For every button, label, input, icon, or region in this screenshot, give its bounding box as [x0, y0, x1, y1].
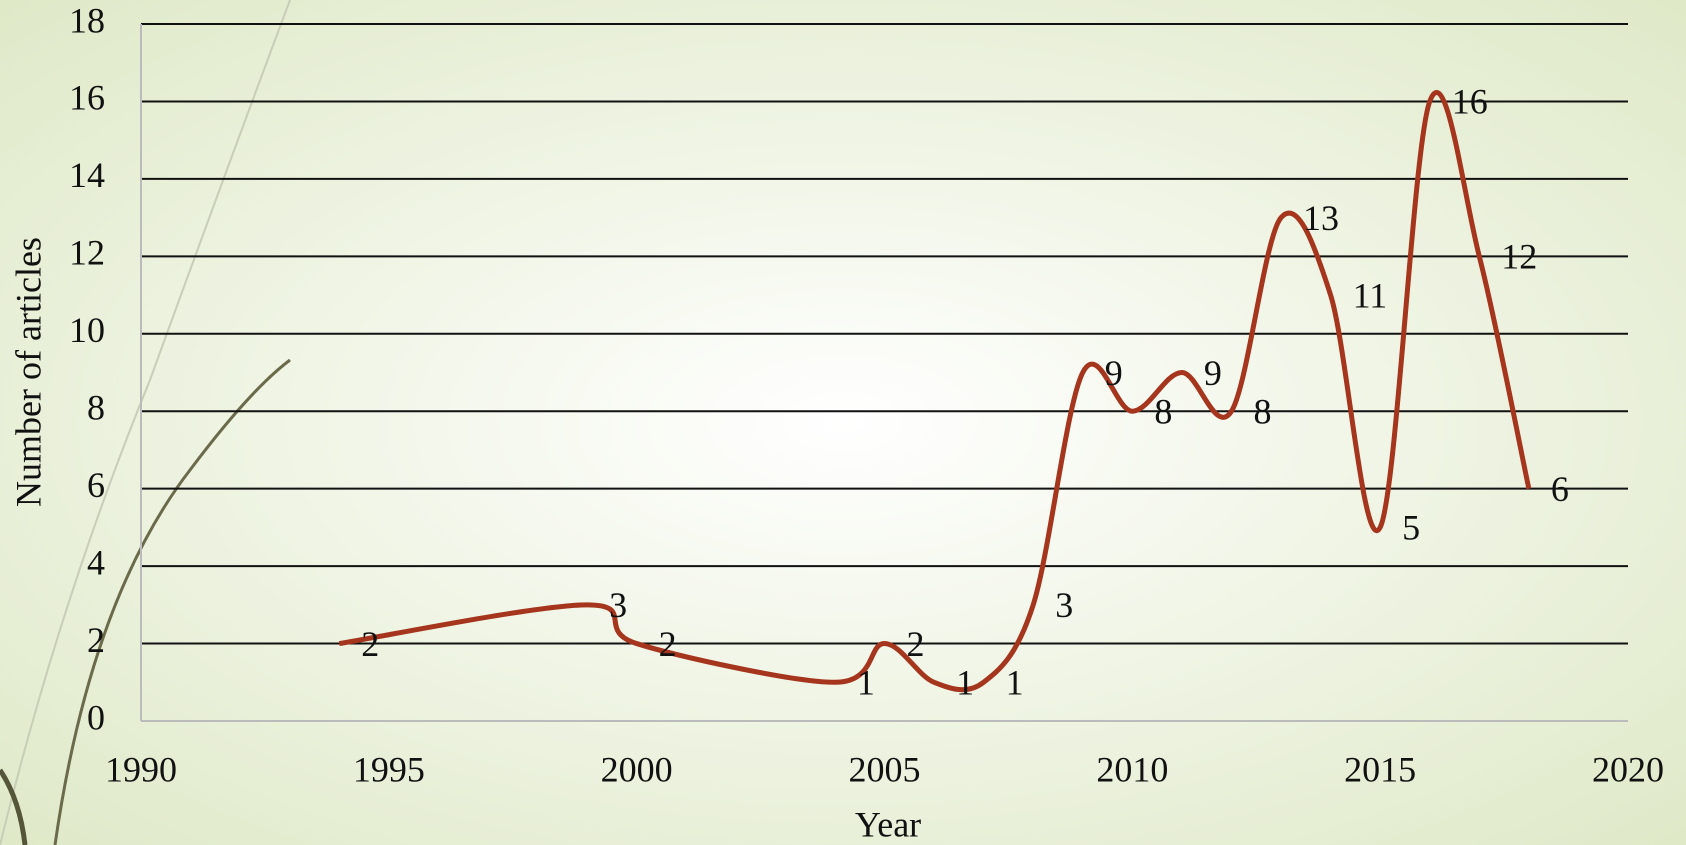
y-tick-label: 0	[87, 697, 105, 737]
data-label: 3	[609, 585, 627, 625]
x-tick-label: 2015	[1344, 749, 1416, 789]
data-label: 2	[907, 624, 925, 664]
data-label: 12	[1501, 237, 1537, 277]
data-label: 9	[1105, 353, 1123, 393]
data-label: 1	[956, 663, 974, 703]
y-tick-label: 2	[87, 620, 105, 660]
data-label: 5	[1402, 508, 1420, 548]
data-label: 16	[1452, 82, 1488, 122]
background	[0, 0, 1686, 845]
x-axis-title: Year	[855, 804, 921, 844]
data-label: 1	[857, 663, 875, 703]
data-label: 1	[1006, 663, 1024, 703]
y-tick-label: 12	[69, 233, 105, 273]
data-label: 9	[1204, 353, 1222, 393]
y-tick-label: 16	[69, 78, 105, 118]
data-label: 6	[1551, 469, 1569, 509]
y-tick-label: 4	[87, 542, 105, 582]
data-label: 11	[1353, 275, 1388, 315]
y-tick-label: 10	[69, 310, 105, 350]
chart: Year Number of articles 0246810121416181…	[0, 0, 1686, 845]
x-tick-label: 2010	[1096, 749, 1168, 789]
data-label: 2	[659, 624, 677, 664]
x-tick-label: 2000	[601, 749, 673, 789]
y-tick-label: 6	[87, 465, 105, 505]
x-tick-label: 2005	[849, 749, 921, 789]
y-tick-label: 8	[87, 387, 105, 427]
data-label: 8	[1154, 391, 1172, 431]
x-tick-label: 1990	[105, 749, 177, 789]
y-axis-title: Number of articles	[8, 237, 48, 507]
x-tick-label: 2020	[1592, 749, 1664, 789]
x-tick-label: 1995	[353, 749, 425, 789]
data-label: 3	[1055, 585, 1073, 625]
y-tick-label: 18	[69, 0, 105, 40]
data-label: 13	[1303, 198, 1339, 238]
data-label: 8	[1253, 391, 1271, 431]
data-label: 2	[361, 624, 379, 664]
y-tick-label: 14	[69, 155, 105, 195]
